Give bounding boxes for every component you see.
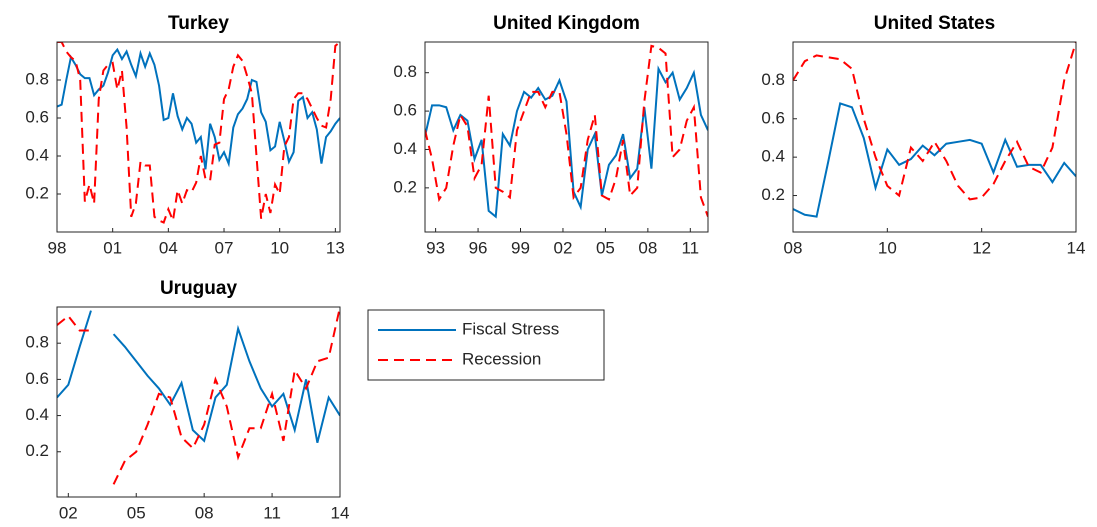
axes-box — [56, 41, 341, 233]
series-line — [793, 42, 1076, 201]
x-tick-label: 14 — [331, 503, 350, 522]
panel-title: United States — [874, 13, 995, 34]
y-tick-label: 0.2 — [393, 177, 417, 196]
y-tick-label: 0.6 — [393, 101, 417, 120]
series-line — [793, 102, 1076, 218]
x-tick-label: 12 — [972, 238, 991, 257]
legend: Fiscal Stress Recession — [367, 309, 605, 381]
x-tick-label: 08 — [638, 238, 657, 257]
legend-label: Fiscal Stress — [462, 319, 559, 338]
axes-box — [56, 306, 341, 498]
x-tick-label: 07 — [215, 238, 234, 257]
panel: United Kingdom 0.2 0.4 0.6 0.8 93 96 99 02 05 08 11 — [393, 13, 709, 257]
x-tick-label: 99 — [511, 238, 530, 257]
y-tick-label: 0.4 — [761, 147, 785, 166]
y-tick-label: 0.2 — [25, 183, 49, 202]
panel: Uruguay 0.2 0.4 0.6 0.8 02 05 08 11 14 — [25, 278, 349, 522]
x-tick-label: 98 — [48, 238, 67, 257]
x-tick-label: 13 — [326, 238, 345, 257]
y-tick-label: 0.8 — [393, 62, 417, 81]
panel-title: United Kingdom — [493, 13, 640, 34]
panel-title: Turkey — [168, 13, 229, 34]
y-tick-label: 0.6 — [25, 107, 49, 126]
y-tick-label: 0.6 — [25, 369, 49, 388]
axes-box — [792, 41, 1077, 233]
x-tick-label: 11 — [681, 238, 699, 257]
panel: United States 0.2 0.4 0.6 0.8 08 10 12 14 — [761, 13, 1085, 257]
x-tick-label: 08 — [195, 503, 214, 522]
y-tick-label: 0.8 — [761, 70, 785, 89]
x-tick-label: 08 — [784, 238, 803, 257]
panel: Turkey 0.2 0.4 0.6 0.8 98 01 04 07 10 13 — [25, 13, 344, 257]
x-tick-label: 11 — [263, 503, 281, 522]
x-tick-label: 05 — [127, 503, 146, 522]
y-tick-label: 0.4 — [393, 139, 417, 158]
axes-box — [424, 41, 709, 233]
y-tick-label: 0.2 — [761, 185, 785, 204]
x-tick-label: 02 — [554, 238, 573, 257]
series-line — [425, 65, 708, 219]
x-tick-label: 02 — [59, 503, 78, 522]
series-line — [57, 307, 340, 485]
legend-box — [367, 309, 605, 381]
panel-title: Uruguay — [160, 278, 238, 299]
x-tick-label: 96 — [469, 238, 488, 257]
series-line — [57, 310, 340, 443]
x-tick-label: 10 — [270, 238, 289, 257]
y-tick-label: 0.6 — [761, 108, 785, 127]
legend-label: Recession — [462, 349, 541, 368]
x-tick-label: 14 — [1067, 238, 1086, 257]
x-tick-label: 93 — [426, 238, 445, 257]
y-tick-label: 0.8 — [25, 69, 49, 88]
y-tick-label: 0.4 — [25, 145, 49, 164]
y-tick-label: 0.8 — [25, 333, 49, 352]
y-tick-label: 0.4 — [25, 405, 49, 424]
x-tick-label: 01 — [103, 238, 122, 257]
x-tick-label: 05 — [596, 238, 615, 257]
series-line — [57, 47, 340, 170]
x-tick-label: 04 — [159, 238, 178, 257]
series-line — [425, 44, 708, 217]
x-tick-label: 10 — [878, 238, 897, 257]
y-tick-label: 0.2 — [25, 441, 49, 460]
series-line — [57, 42, 340, 225]
